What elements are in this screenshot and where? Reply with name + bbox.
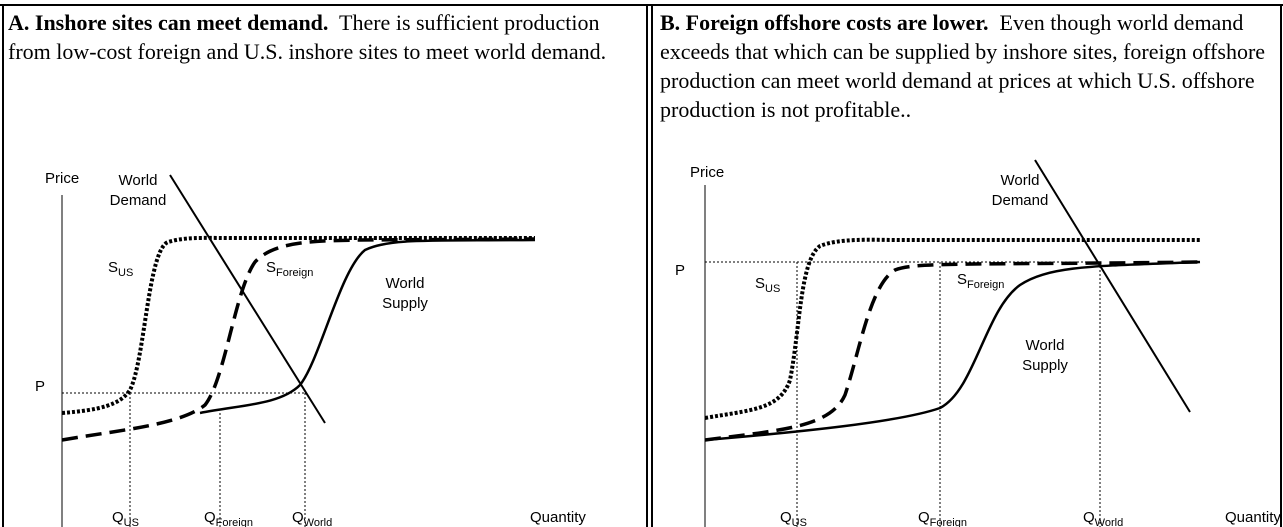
body: Even though world demand exceeds that wh…	[660, 10, 1266, 122]
panel-b-text: B. Foreign offshore costs are lower. Eve…	[660, 8, 1275, 124]
supply-label: Supply	[1022, 357, 1068, 374]
demand-label: World	[119, 172, 158, 189]
p-label: P	[35, 378, 45, 395]
s-us-label-sub: US	[118, 267, 133, 279]
s-foreign-label-base: S	[266, 259, 276, 276]
s-foreign-label-sub: Foreign	[276, 267, 313, 279]
p-label: P	[675, 262, 685, 279]
q-foreign-label-sub: Foreign	[930, 517, 967, 527]
s-us-label-base: S	[755, 275, 765, 292]
s-us-label: SUS	[755, 275, 780, 295]
x-axis-label: Quantity	[1225, 509, 1281, 526]
s-us-label-sub: US	[765, 283, 780, 295]
q-world-label: QWorld	[1083, 509, 1123, 527]
demand-label: World	[1001, 172, 1040, 189]
frame	[0, 4, 1283, 527]
demand-label: Demand	[992, 192, 1049, 209]
q-us-label: QUS	[112, 509, 139, 527]
q-foreign-label: QForeign	[204, 509, 253, 527]
y-axis-label: Price	[690, 164, 724, 181]
supply-label: World	[1026, 337, 1065, 354]
panel-b-chart	[704, 159, 1201, 527]
q-world-label-base: Q	[292, 509, 304, 526]
x-axis-label: Quantity	[530, 509, 586, 526]
q-us-label-sub: US	[792, 517, 807, 527]
s-foreign-label: SForeign	[957, 271, 1004, 291]
q-world-label-sub: World	[304, 517, 333, 527]
heading: A. Inshore sites can meet demand.	[8, 10, 329, 35]
panel-a-text: A. Inshore sites can meet demand. There …	[8, 8, 640, 66]
demand-label: Demand	[110, 192, 167, 209]
q-us-label-base: Q	[112, 509, 124, 526]
body: There is sufficient production from low-…	[8, 10, 607, 64]
supply-label: Supply	[382, 295, 428, 312]
q-world-label-sub: World	[1095, 517, 1124, 527]
q-us-label-base: Q	[780, 509, 792, 526]
q-world-label: QWorld	[292, 509, 332, 527]
s-foreign-label-base: S	[957, 271, 967, 288]
s-foreign-label: SForeign	[266, 259, 313, 279]
q-foreign-label: QForeign	[918, 509, 967, 527]
q-foreign-label-sub: Foreign	[216, 517, 253, 527]
s-foreign-label-sub: Foreign	[967, 279, 1004, 291]
heading: B. Foreign offshore costs are lower.	[660, 10, 989, 35]
y-axis-label: Price	[45, 170, 79, 187]
supply-label: World	[386, 275, 425, 292]
q-us-label-sub: US	[124, 517, 139, 527]
q-world-label-base: Q	[1083, 509, 1095, 526]
s-us-label: SUS	[108, 259, 133, 279]
q-foreign-label-base: Q	[204, 509, 216, 526]
panel-a-chart	[61, 174, 536, 527]
q-us-label: QUS	[780, 509, 807, 527]
s-us-label-base: S	[108, 259, 118, 276]
q-foreign-label-base: Q	[918, 509, 930, 526]
